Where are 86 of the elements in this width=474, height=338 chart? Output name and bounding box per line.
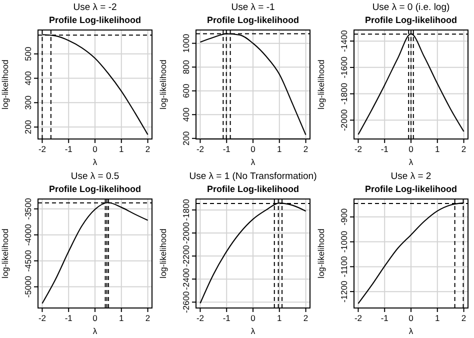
x-tick-label: 2 — [461, 144, 466, 154]
x-axis-title: λ — [250, 157, 256, 167]
x-tick-label: -2 — [354, 144, 362, 154]
x-tick-label: 2 — [145, 144, 150, 154]
y-tick-label: 300 — [23, 95, 33, 110]
y-tick-label: -5000 — [23, 276, 33, 298]
y-axis-title: log-likelihood — [158, 59, 168, 110]
line-series — [200, 202, 306, 304]
chart-subtitle: Use λ = -1 — [231, 2, 275, 13]
x-tick-label: 0 — [250, 144, 256, 154]
x-tick-label: 2 — [303, 144, 308, 154]
chart-subtitle: Use λ = 2 — [390, 171, 432, 182]
x-tick-label: -1 — [380, 313, 389, 323]
chart-subtitle: Use λ = -2 — [73, 2, 117, 13]
y-tick-label: -1000 — [339, 230, 349, 253]
x-tick-label: -2 — [38, 313, 46, 323]
x-axis-title: λ — [92, 157, 98, 167]
y-tick-label: 1000 — [181, 34, 191, 53]
line-series — [42, 34, 148, 136]
y-tick-label: 200 — [23, 120, 33, 134]
chart-title: Profile Log-likelihood — [207, 15, 299, 25]
y-tick-label: -1800 — [339, 82, 349, 105]
x-tick-label: 0 — [250, 313, 256, 323]
x-tick-label: -1 — [222, 144, 231, 154]
y-tick-label: 500 — [23, 46, 33, 61]
y-tick-label: -2400 — [181, 268, 191, 290]
x-tick-label: -2 — [196, 144, 204, 154]
x-tick-label: 0 — [92, 144, 98, 154]
x-tick-label: -2 — [38, 144, 46, 154]
y-tick-label: -1100 — [339, 256, 349, 278]
x-axis-title: λ — [408, 157, 414, 167]
y-tick-label: -1600 — [339, 56, 349, 78]
y-axis-title: log-likelihood — [316, 228, 326, 278]
x-tick-label: 2 — [145, 313, 150, 323]
x-tick-label: 1 — [119, 313, 124, 323]
y-tick-label: -4500 — [23, 250, 33, 272]
y-axis-title: log-likelihood — [158, 228, 168, 278]
chart-title: Profile Log-likelihood — [207, 184, 299, 194]
x-tick-label: 1 — [435, 144, 440, 154]
x-tick-label: -1 — [64, 144, 73, 154]
y-tick-label: 400 — [181, 107, 191, 122]
y-tick-label: -3500 — [23, 198, 33, 220]
y-axis-title: log-likelihood — [0, 228, 10, 278]
chart-subtitle: Use λ = 1 (No Transformation) — [189, 171, 317, 182]
x-axis-title: λ — [408, 326, 414, 336]
y-axis-title: log-likelihood — [0, 59, 10, 110]
line-series — [42, 202, 148, 304]
chart-title: Profile Log-likelihood — [365, 15, 457, 25]
y-tick-label: 600 — [181, 84, 191, 98]
chart-subtitle: Use λ = 0.5 — [70, 171, 120, 182]
x-axis-title: λ — [92, 326, 98, 336]
y-tick-label: -2600 — [181, 290, 191, 313]
x-tick-label: 1 — [277, 313, 282, 323]
chart-title: Profile Log-likelihood — [365, 184, 457, 194]
y-tick-label: -1400 — [339, 30, 349, 52]
y-tick-label: -2200 — [181, 244, 191, 267]
y-tick-label: -2000 — [339, 109, 349, 132]
x-tick-label: 2 — [461, 313, 466, 323]
y-tick-label: -2000 — [181, 222, 191, 244]
x-tick-label: -1 — [222, 313, 231, 323]
x-tick-label: -2 — [354, 313, 362, 323]
y-axis-title: log-likelihood — [316, 59, 326, 110]
y-tick-label: 400 — [23, 70, 33, 86]
y-tick-label: -900 — [339, 208, 349, 226]
y-tick-label: 200 — [181, 131, 191, 146]
line-series — [200, 33, 306, 136]
chart-subtitle: Use λ = 0 (i.e. log) — [372, 2, 450, 13]
chart-title: Profile Log-likelihood — [49, 15, 141, 25]
x-axis-title: λ — [250, 326, 256, 336]
chart-title: Profile Log-likelihood — [49, 184, 141, 194]
line-series — [358, 33, 464, 136]
x-tick-label: 1 — [277, 144, 282, 154]
line-series — [358, 202, 464, 304]
x-tick-label: 0 — [92, 313, 98, 323]
y-tick-label: 800 — [181, 60, 191, 74]
y-tick-label: -1800 — [181, 198, 191, 221]
x-tick-label: 0 — [408, 144, 414, 154]
x-tick-label: -1 — [380, 144, 389, 154]
y-tick-label: -1200 — [339, 280, 349, 302]
x-tick-label: 1 — [435, 313, 440, 323]
x-tick-label: -1 — [64, 313, 73, 323]
y-tick-label: -4000 — [23, 224, 33, 246]
x-tick-label: 0 — [408, 313, 414, 323]
x-tick-label: 2 — [303, 313, 308, 323]
x-tick-label: -2 — [196, 313, 204, 323]
x-tick-label: 1 — [119, 144, 124, 154]
